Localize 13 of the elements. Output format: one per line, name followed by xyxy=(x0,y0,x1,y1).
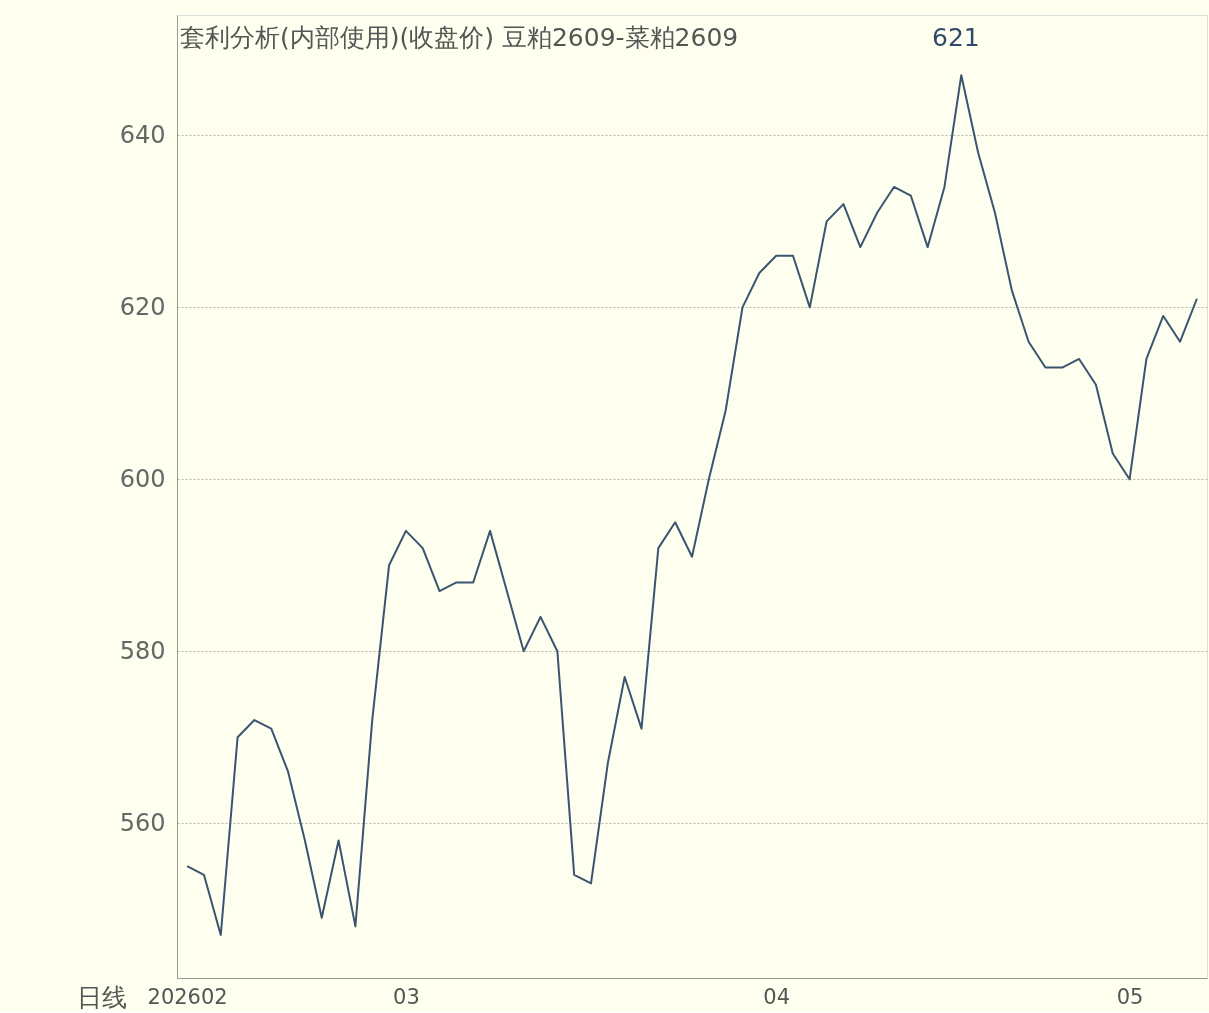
x-tick-label: 03 xyxy=(393,984,420,1009)
x-tick-label: 04 xyxy=(763,984,791,1009)
x-tick-label: 202602 xyxy=(147,984,228,1009)
y-tick-label: 620 xyxy=(119,292,166,321)
annotation: 621 xyxy=(932,23,980,52)
y-tick-label: 560 xyxy=(119,808,166,837)
line-series xyxy=(186,74,1198,937)
chart-title: 套利分析(内部使用)(收盘价) 豆粕2609-菜粕2609 xyxy=(180,23,739,52)
y-tick-label: 600 xyxy=(119,464,166,493)
x-axis-title: 日线 xyxy=(77,983,127,1012)
y-tick-label: 580 xyxy=(119,636,166,665)
y-tick-label: 640 xyxy=(119,120,166,149)
x-tick-label: 05 xyxy=(1116,984,1144,1009)
